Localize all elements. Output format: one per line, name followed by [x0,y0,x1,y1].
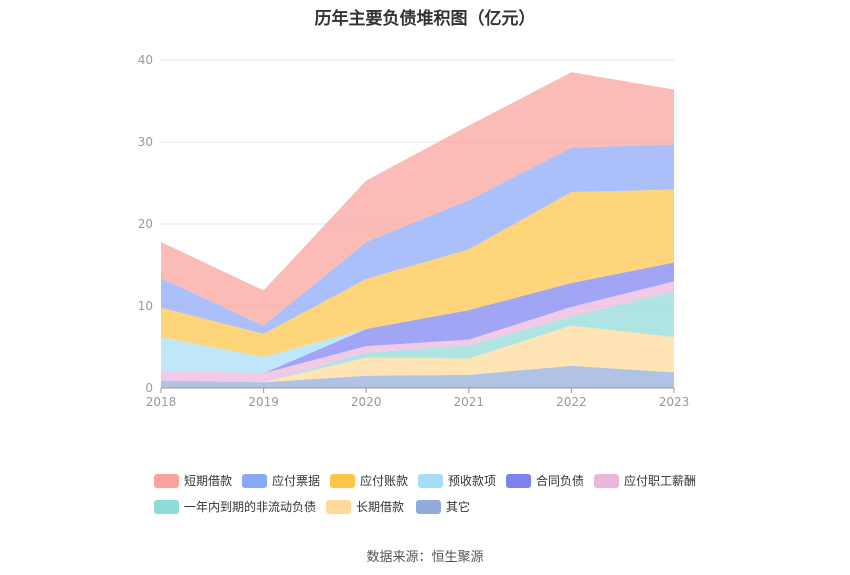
legend-swatch [326,499,351,514]
area-应付票据 [161,144,674,334]
legend-swatch [594,473,619,488]
legend-swatch [330,473,355,488]
y-tick-label: 10 [138,299,153,313]
legend-label: 应付账款 [360,474,409,488]
legend-item[interactable]: 应付票据 [242,472,320,489]
area-应付职工薪酬 [161,281,674,383]
legend-item[interactable]: 长期借款 [326,498,404,515]
legend-label: 合同负债 [536,474,585,488]
legend-label: 短期借款 [184,474,233,488]
legend-label: 应付职工薪酬 [624,474,697,488]
area-其它 [161,365,674,388]
legend-label: 一年内到期的非流动负债 [184,500,317,514]
x-tick-label: 2023 [659,395,690,409]
y-tick-label: 20 [138,217,153,231]
area-短期借款 [161,72,674,326]
legend-item[interactable]: 预收款项 [418,472,496,489]
legend-swatch [154,499,179,514]
legend-item[interactable]: 合同负债 [506,472,584,489]
axes: 0 10 20 30 40 2018 2019 2020 2021 2022 2023 [138,53,690,409]
x-tick-label: 2022 [556,395,587,409]
x-tick-label: 2021 [454,395,485,409]
chart-title: 历年主要负债堆积图（亿元） [314,9,536,29]
area-series [161,72,674,388]
legend-swatch [416,499,441,514]
area-长期借款 [161,325,674,383]
legend-item[interactable]: 一年内到期的非流动负债 [154,498,316,515]
legend-item[interactable]: 短期借款 [154,472,232,489]
area-应付账款 [161,189,674,357]
legend-label: 长期借款 [356,500,405,514]
y-tick-label: 40 [138,53,153,67]
x-tick-label: 2020 [351,395,382,409]
area-合同负债 [161,262,674,374]
legend-item[interactable]: 应付职工薪酬 [594,472,696,489]
legend-label: 预收款项 [448,474,497,488]
data-source: 数据来源：恒生聚源 [366,550,484,565]
legend-label: 其它 [446,500,471,514]
legend-swatch [418,473,443,488]
stacked-area-chart: 0 10 20 30 40 2018 2019 2020 2021 2022 2023 [138,53,690,409]
area-预收款项 [161,262,674,374]
legend-label: 应付票据 [272,474,321,488]
legend-swatch [242,473,267,488]
y-tick-label: 0 [145,381,153,395]
legend-item[interactable]: 其它 [416,498,470,515]
legend-swatch [506,473,531,488]
legend-item[interactable]: 应付账款 [330,472,408,489]
y-tick-label: 30 [138,135,153,149]
x-tick-label: 2018 [146,395,177,409]
x-tick-label: 2019 [248,395,279,409]
legend-swatch [154,473,179,488]
